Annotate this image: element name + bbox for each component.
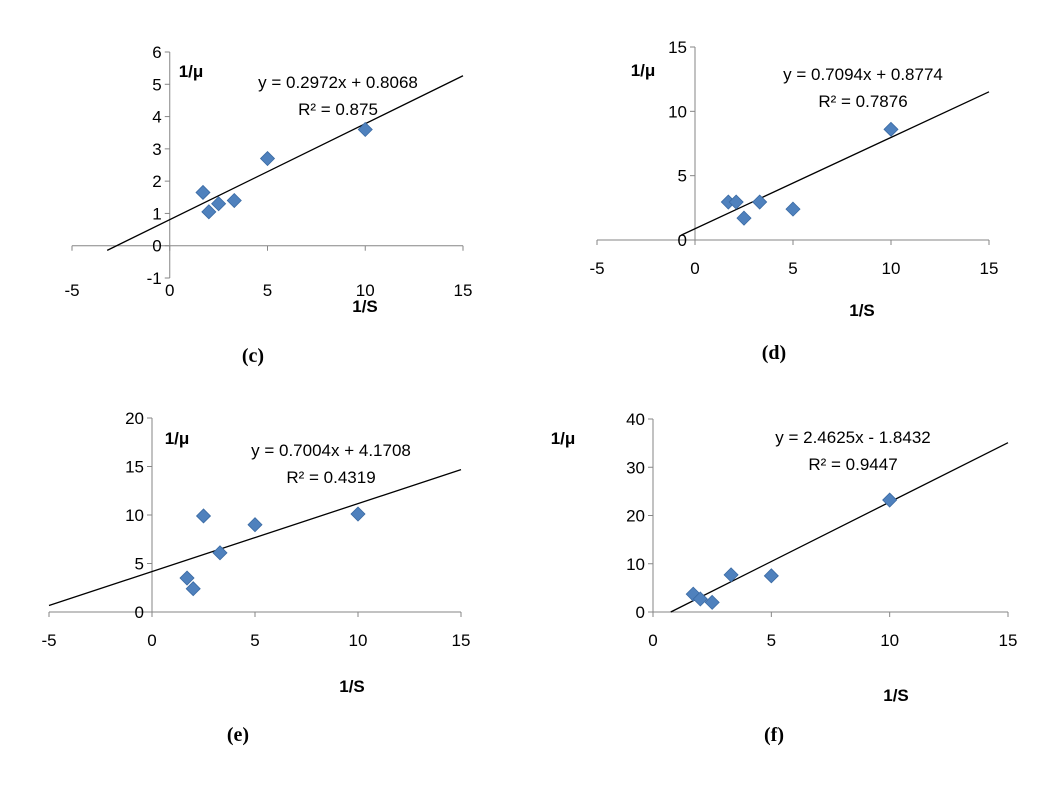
data-point-marker: [723, 567, 739, 583]
data-point-marker: [259, 150, 276, 167]
y-tick-label: -1: [147, 269, 162, 288]
trendline: [106, 75, 464, 251]
x-tick-label: 5: [250, 631, 259, 650]
x-tick-label: 10: [356, 281, 375, 300]
y-tick-label: 0: [152, 237, 161, 256]
data-point-marker: [211, 196, 227, 212]
y-tick-label: 3: [152, 140, 161, 159]
data-point-marker: [185, 581, 201, 597]
y-axis-label: 1/μ: [631, 61, 656, 80]
y-axis-label: 1/μ: [165, 429, 190, 448]
x-tick-label: 15: [999, 631, 1018, 650]
x-tick-label: 5: [788, 259, 797, 278]
x-tick-label: -5: [41, 631, 56, 650]
data-point-marker: [692, 591, 708, 607]
trendline-equation: y = 0.7094x + 0.8774: [783, 65, 943, 84]
data-point-marker: [883, 121, 899, 137]
x-tick-label: 0: [690, 259, 699, 278]
data-point-marker: [357, 121, 373, 138]
x-axis-label: 1/S: [352, 297, 378, 316]
data-point-marker: [179, 570, 195, 586]
x-axis-label: 1/S: [339, 677, 365, 696]
data-point-marker: [763, 568, 779, 584]
y-tick-label: 15: [668, 38, 687, 57]
y-tick-label: 15: [125, 458, 144, 477]
panel-caption: (d): [762, 342, 786, 364]
trendline-equation: y = 2.4625x - 1.8432: [775, 428, 930, 447]
y-tick-label: 5: [678, 167, 687, 186]
data-point-marker: [247, 517, 263, 533]
y-tick-label: 30: [626, 458, 645, 477]
x-tick-label: 10: [882, 259, 901, 278]
data-point-marker: [212, 545, 228, 561]
y-tick-label: 20: [125, 409, 144, 428]
x-tick-label: 10: [880, 631, 899, 650]
data-point-marker: [195, 508, 212, 524]
data-point-marker: [752, 194, 768, 210]
x-tick-label: 0: [165, 281, 174, 300]
r-squared-label: R² = 0.9447: [808, 455, 897, 474]
x-tick-label: -5: [589, 259, 604, 278]
data-point-marker: [882, 492, 898, 508]
x-axis-label: 1/S: [849, 301, 875, 320]
chart-panel-3: -5 0 5 10 15 0 5 10 15 20 y = 0.7004x + 4.1708 R² =…: [41, 409, 470, 746]
panel-caption: (e): [227, 724, 249, 746]
x-tick-label: 10: [349, 631, 368, 650]
x-tick-label: 15: [452, 631, 471, 650]
x-tick-label: 15: [454, 281, 473, 300]
y-tick-label: 0: [135, 603, 144, 622]
r-squared-label: R² = 0.7876: [818, 92, 907, 111]
x-tick-label: 0: [648, 631, 657, 650]
chart-panel-2: -5 0 5 10 15 0 5 10 15 y = 0.7094x + 0.8774 R² = 0…: [589, 38, 998, 364]
y-tick-label: 5: [135, 555, 144, 574]
x-tick-label: 0: [147, 631, 156, 650]
trendline-equation: y = 0.2972x + 0.8068: [258, 73, 418, 92]
y-tick-label: 4: [152, 108, 161, 127]
data-point-marker: [195, 184, 211, 201]
chart-panel-4: 0 5 10 15 0 10 20 30 40 y = 2.4625x - 1.8432 R² = …: [551, 410, 1018, 746]
panel-caption: (f): [764, 724, 784, 746]
data-point-marker: [350, 506, 366, 522]
y-tick-label: 0: [678, 231, 687, 250]
data-point-marker: [201, 204, 217, 220]
r-squared-label: R² = 0.4319: [286, 468, 375, 487]
y-tick-label: 5: [152, 75, 161, 94]
y-tick-label: 10: [668, 102, 687, 121]
data-point-marker: [226, 192, 242, 209]
data-point-marker: [785, 201, 801, 217]
data-point-marker: [704, 594, 720, 610]
trendline-equation: y = 0.7004x + 4.1708: [251, 441, 411, 460]
x-axis-label: 1/S: [883, 686, 909, 705]
y-tick-label: 1: [152, 204, 161, 223]
trendline: [681, 91, 990, 236]
r-squared-label: R² = 0.875: [298, 100, 378, 119]
trendline: [48, 469, 462, 607]
y-tick-label: 6: [152, 43, 161, 62]
trendline: [670, 442, 1009, 613]
y-axis-label: 1/μ: [179, 62, 204, 81]
y-tick-label: 2: [152, 172, 161, 191]
data-point-marker: [728, 194, 744, 210]
data-point-marker: [736, 210, 752, 226]
y-tick-label: 0: [636, 603, 645, 622]
x-tick-label: 15: [980, 259, 999, 278]
x-tick-label: -5: [64, 281, 79, 300]
y-axis-label: 1/μ: [551, 429, 576, 448]
y-tick-label: 10: [125, 506, 144, 525]
x-tick-label: 5: [767, 631, 776, 650]
x-tick-label: 5: [263, 281, 272, 300]
panel-caption: (c): [242, 345, 264, 367]
y-tick-label: 10: [626, 555, 645, 574]
y-tick-label: 40: [626, 410, 645, 429]
y-tick-label: 20: [626, 507, 645, 526]
